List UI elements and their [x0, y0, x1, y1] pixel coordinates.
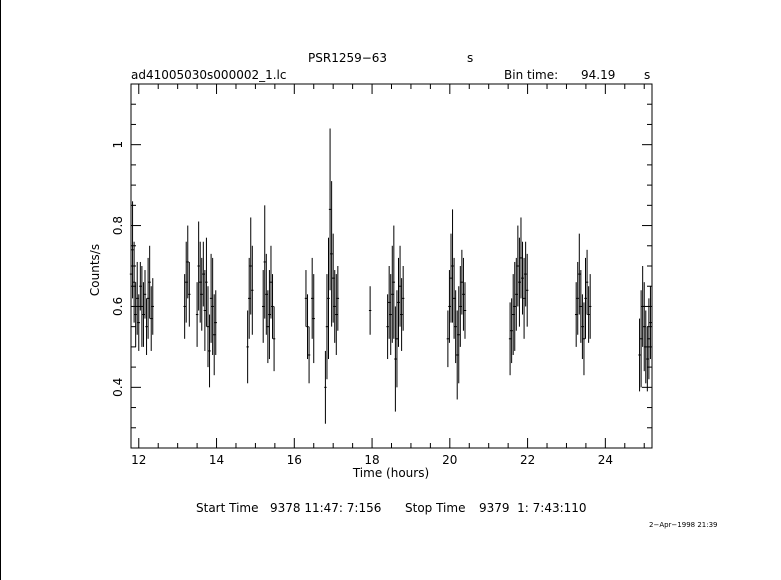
left-border	[0, 0, 1, 580]
x-tick-label: 12	[131, 453, 146, 467]
error-bars	[129, 128, 652, 424]
plot-frame	[130, 83, 653, 449]
bin-time-value: 94.19	[581, 68, 616, 82]
axis-ticks	[131, 84, 652, 448]
bin-time-label: Bin time:	[504, 68, 559, 82]
x-tick-label: 22	[520, 453, 535, 467]
source-unit: s	[467, 51, 474, 65]
x-tick-label: 18	[364, 453, 379, 467]
plot-date: 2−Apr−1998 21:39	[649, 521, 718, 529]
x-axis-label: Time (hours)	[352, 466, 429, 480]
x-tick-label: 14	[209, 453, 224, 467]
y-tick-label: 0.6	[111, 297, 125, 316]
x-tick-label: 24	[598, 453, 613, 467]
filename-label: ad41005030s000002_1.lc	[131, 68, 287, 82]
y-tick-label: 1	[111, 141, 125, 149]
bin-time-unit: s	[644, 68, 651, 82]
y-axis-label: Counts/s	[88, 244, 102, 296]
start-time-value: 9378 11:47: 7:156	[270, 501, 382, 515]
start-time-label: Start Time	[196, 501, 259, 515]
x-tick-label: 20	[442, 453, 457, 467]
source-title: PSR1259−63	[308, 51, 388, 65]
stop-time-label: Stop Time	[405, 501, 466, 515]
stop-time-value: 9379 1: 7:43:110	[479, 501, 587, 515]
y-tick-label: 0.4	[111, 378, 125, 397]
x-tick-label: 16	[287, 453, 302, 467]
y-tick-label: 0.8	[111, 216, 125, 235]
